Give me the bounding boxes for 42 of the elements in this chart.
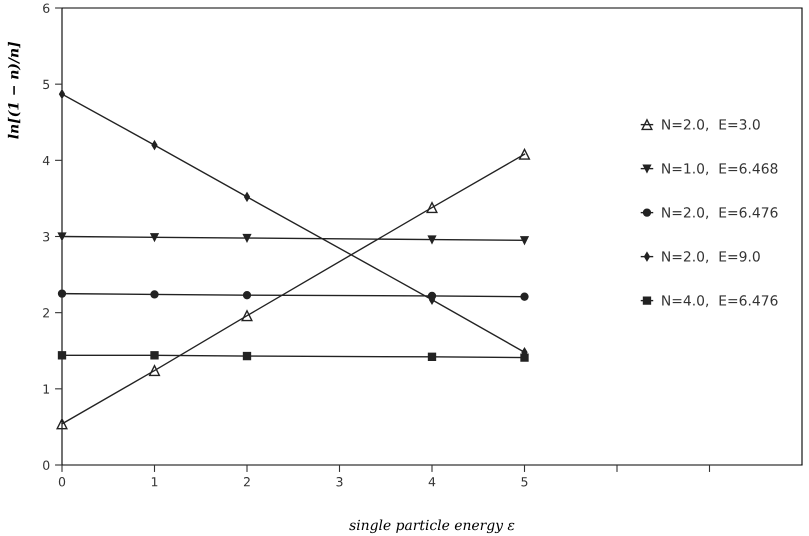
point (428, 235, 436, 244)
x-tick-label: 1 (152, 477, 158, 486)
x-tick-label: 3 (336, 477, 342, 486)
x-tick-label: 5 (521, 477, 528, 486)
point (150, 290, 159, 299)
x-tick-label: 2 (244, 477, 250, 486)
point (520, 353, 529, 362)
point (520, 236, 529, 244)
y-tick-label: 3 (43, 232, 50, 242)
legend-label: N=2.0, E=3.0 (662, 119, 760, 132)
point (150, 351, 159, 360)
legend-label: N=1.0, E=6.468 (662, 163, 778, 176)
point (518, 148, 530, 160)
point (426, 202, 438, 214)
legend-label: N=2.0, E=9.0 (662, 251, 760, 264)
point (242, 234, 252, 242)
point (58, 89, 66, 99)
point (56, 418, 68, 430)
x-tick-label: 4 (428, 477, 436, 486)
point (520, 292, 529, 301)
point (150, 233, 159, 242)
y-tick-label: 2 (43, 308, 49, 318)
x-axis-title: single particle energy ε (349, 519, 514, 534)
point (244, 192, 250, 202)
point (58, 232, 66, 241)
y-tick-label: 4 (42, 156, 50, 166)
y-tick-label: 1 (44, 384, 50, 394)
point (242, 352, 252, 360)
point (148, 364, 160, 376)
legend-label: N=4.0, E=6.476 (662, 295, 778, 308)
point (151, 140, 158, 150)
point (242, 290, 252, 300)
point (58, 289, 66, 298)
point (58, 351, 66, 360)
y-axis-title: ln[(1 − n)/n] (8, 42, 21, 139)
y-tick-label: 5 (43, 80, 50, 90)
point (241, 310, 253, 322)
y-tick-label: 0 (43, 460, 50, 470)
x-tick-label: 0 (58, 477, 66, 486)
y-tick-label: 6 (43, 3, 50, 13)
legend-label: N=2.0, E=6.476 (662, 207, 778, 220)
point (428, 352, 436, 362)
